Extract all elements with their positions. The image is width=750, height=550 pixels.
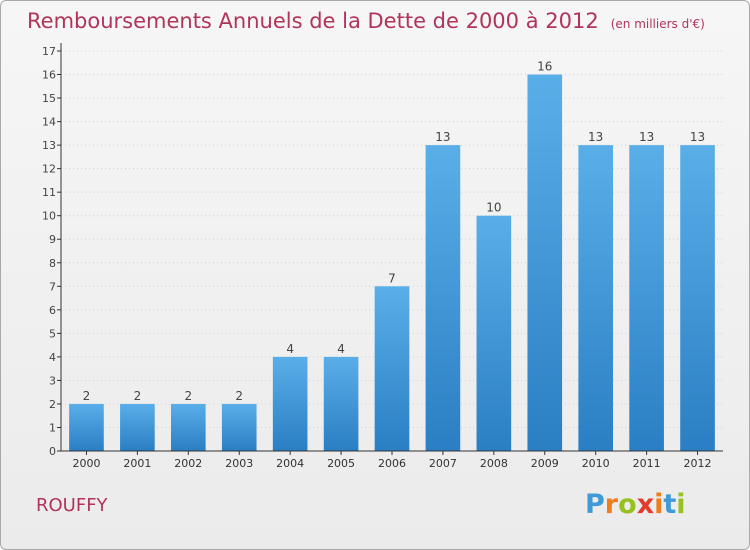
bar-value-label: 2 [235,389,243,403]
bar [170,403,206,451]
bar [425,145,461,451]
y-tick-label: 16 [42,69,56,82]
x-tick-label: 2007 [429,457,457,470]
x-tick-label: 2000 [72,457,100,470]
bar-value-label: 7 [388,271,396,285]
y-tick-label: 4 [49,351,56,364]
bar [527,74,563,451]
x-tick-label: 2004 [276,457,304,470]
y-tick-label: 5 [49,327,56,340]
x-tick-label: 2012 [684,457,712,470]
x-tick-label: 2008 [480,457,508,470]
bar [476,215,512,451]
bar [69,403,104,451]
x-tick-label: 2002 [174,457,202,470]
y-tick-label: 1 [49,421,56,434]
y-tick-label: 11 [42,186,56,199]
proxiti-logo: Proxiti [585,489,686,520]
bar-value-label: 4 [286,342,294,356]
bar-value-label: 2 [184,389,192,403]
y-tick-label: 12 [42,163,56,176]
x-tick-label: 2006 [378,457,406,470]
bar-value-label: 13 [588,130,603,144]
bar-value-label: 16 [537,60,552,74]
chart-title: Remboursements Annuels de la Dette de 20… [27,9,705,33]
x-tick-label: 2001 [123,457,151,470]
bar [578,145,614,451]
x-tick-label: 2010 [582,457,610,470]
bar [680,145,715,451]
bar [221,403,257,451]
y-tick-label: 0 [49,445,56,458]
bar-value-label: 2 [83,389,91,403]
y-tick-label: 15 [42,92,56,105]
bar [374,286,410,451]
bar-value-label: 4 [337,342,345,356]
y-tick-label: 10 [42,210,56,223]
y-tick-label: 6 [49,304,56,317]
y-tick-label: 7 [49,280,56,293]
x-tick-label: 2011 [633,457,661,470]
y-tick-label: 8 [49,257,56,270]
chart-unit-text: (en milliers d'€) [610,17,705,31]
y-tick-label: 2 [49,398,56,411]
bar-value-label: 13 [639,130,654,144]
chart-title-text: Remboursements Annuels de la Dette de 20… [27,9,599,33]
bar-value-label: 13 [690,130,705,144]
y-tick-label: 3 [49,374,56,387]
y-tick-label: 13 [42,139,56,152]
bar [629,145,664,451]
bar-value-label: 2 [134,389,142,403]
bar [272,356,308,451]
y-tick-label: 9 [49,233,56,246]
x-tick-label: 2005 [327,457,355,470]
bar-value-label: 10 [486,201,501,215]
bar [323,356,359,451]
bar [120,403,155,451]
commune-name: ROUFFY [36,495,108,516]
y-tick-label: 14 [42,116,56,129]
x-tick-label: 2009 [531,457,559,470]
y-tick-label: 17 [42,45,56,58]
x-tick-label: 2003 [225,457,253,470]
bar-value-label: 13 [435,130,450,144]
bars-layer: 2 2 2 2 4 4 7 13 10 16 13 13 13 [69,60,715,451]
